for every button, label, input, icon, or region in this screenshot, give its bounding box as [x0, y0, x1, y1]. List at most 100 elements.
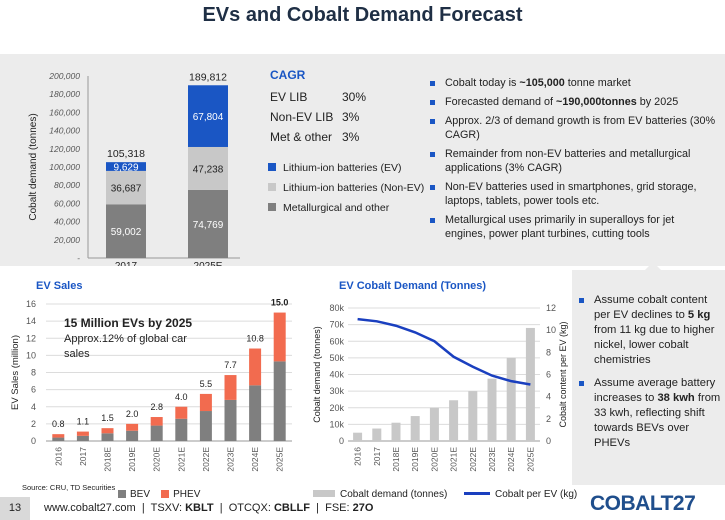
bar-segment [52, 437, 65, 441]
x-tick-label: 2024E [250, 447, 260, 472]
total-label: 15.0 [271, 298, 289, 308]
legend-line [463, 492, 490, 495]
bullet-item: Assume average battery increases to 38 k… [577, 376, 722, 451]
data-label: 9,629 [113, 163, 138, 174]
bullet-item: Assume cobalt content per EV declines to… [577, 293, 722, 368]
assumption-bullet-list: Assume cobalt content per EV declines to… [577, 293, 722, 459]
bar-segment [175, 406, 188, 419]
separator: | [141, 502, 145, 514]
bar [410, 416, 420, 441]
bar [506, 357, 516, 441]
y-tick-label: 0 [31, 436, 36, 446]
footer-text: www.cobalt27.com | TSXV: KBLT | OTCQX: C… [44, 502, 373, 514]
x-tick-label: 2022E [468, 447, 478, 472]
total-label: 2.0 [126, 409, 139, 419]
x-tick-label: 2019E [410, 447, 420, 472]
cobalt-demand-title: EV Cobalt Demand (Tonnes) [339, 280, 487, 292]
x-tick-label: 2017 [372, 447, 382, 466]
y-tick-label: 120,000 [49, 144, 80, 154]
bar-segment [101, 428, 114, 434]
cobalt-demand-legend: Cobalt demand (tonnes) Cobalt per EV (kg… [313, 489, 577, 500]
legend-swatch [268, 203, 276, 211]
y-tick-label: 2 [31, 419, 36, 429]
otcqx-ticker: CBLLF [273, 502, 310, 514]
bar-segment [199, 393, 212, 412]
cobalt-demand-stacked-chart: - 20,000 40,000 60,000 80,000 100,000 120,000 1… [28, 71, 240, 266]
x-tick-label: 2025E [275, 447, 285, 472]
bar [525, 327, 535, 441]
total-label: 7.7 [224, 360, 237, 370]
y-tick-label: 80k [329, 303, 344, 313]
bullet-item: Cobalt today is ~105,000 tonne market [428, 76, 718, 90]
callout-notch [644, 262, 662, 271]
legend-swatch [268, 183, 276, 191]
y-axis-label: Cobalt demand (tonnes) [312, 326, 322, 423]
tsxv-label: TSXV: [150, 502, 183, 514]
y-tick-label: 10 [26, 350, 36, 360]
source-note: Source: CRU, TD Securities [22, 483, 116, 492]
ev-sales-annotation: 15 Million EVs by 2025 Approx.12% of glo… [64, 316, 194, 362]
website-link[interactable]: www.cobalt27.com [44, 502, 136, 514]
annotation-headline: 15 Million EVs by 2025 [64, 316, 193, 330]
y-tick-label: 30k [329, 386, 344, 396]
tsxv-ticker: KBLT [185, 502, 214, 514]
x-tick-label: 2022E [201, 447, 211, 472]
bar-segment [199, 411, 212, 441]
total-label: 1.1 [77, 417, 90, 427]
y-tick-label: 14 [26, 316, 36, 326]
x-tick-label: 2017 [115, 261, 138, 266]
bar-segment [188, 85, 228, 147]
bar-segment [188, 189, 228, 258]
data-label: 59,002 [111, 227, 142, 238]
cagr-value: 3% [342, 110, 360, 124]
x-tick-label: 2016 [53, 447, 63, 466]
x-tick-label: 2019E [127, 447, 137, 472]
x-tick-label: 2023E [487, 447, 497, 472]
page-title: EVs and Cobalt Demand Forecast [202, 4, 523, 26]
bar-segment [106, 162, 146, 171]
cobalt-demand-chart: 010k20k30k40k50k60k70k80k024681012Cobalt… [312, 303, 568, 472]
legend-swatch [118, 490, 126, 498]
y-tick-label: 200,000 [48, 71, 80, 81]
bar-segment [175, 418, 188, 441]
bar-segment [273, 312, 286, 362]
x-tick-label: 2020E [429, 447, 439, 472]
y-tick-label: 8 [31, 368, 36, 378]
y-tick-label: 140,000 [49, 126, 80, 136]
bar [429, 407, 439, 441]
x-tick-label: 2020E [152, 447, 162, 472]
x-tick-label: 2023E [226, 447, 236, 472]
legend-label: Metallurgical and other [283, 202, 390, 214]
bar-segment [188, 146, 228, 190]
y-tick-label: 40k [329, 370, 344, 380]
legend-label: PHEV [173, 489, 201, 500]
y2-tick-label: 4 [546, 392, 551, 402]
y-tick-label: 100,000 [49, 162, 80, 172]
cagr-row-met-other: Met & other 3% [270, 130, 359, 144]
bar-segment [52, 434, 65, 438]
bar-segment [150, 425, 163, 441]
legend-label: Lithium-ion batteries (EV) [283, 162, 402, 174]
total-label: 2.8 [150, 402, 163, 412]
y-tick-label: 180,000 [49, 89, 80, 99]
bar [487, 378, 497, 441]
total-label: 189,812 [189, 71, 227, 83]
bullet-item: Non-EV batteries used in smartphones, gr… [428, 180, 718, 208]
legend-label: Lithium-ion batteries (Non-EV) [283, 182, 425, 194]
legend-label: Cobalt per EV (kg) [494, 489, 578, 500]
y-tick-label: 70k [329, 320, 344, 330]
cobalt27-logo: COBALT27 [590, 492, 696, 515]
data-label: 74,769 [193, 220, 224, 231]
bar-segment [106, 204, 146, 258]
y-tick-label: 160,000 [49, 107, 80, 117]
data-label: 36,687 [111, 184, 142, 195]
right-panel [572, 270, 725, 485]
x-tick-label: 2017 [78, 447, 88, 466]
bar-segment [249, 348, 262, 386]
total-label: 1.5 [101, 413, 114, 423]
cobalt-per-ev-line [357, 317, 531, 386]
y-tick-label: 20,000 [53, 235, 80, 245]
separator: | [219, 502, 223, 514]
y2-tick-label: 8 [546, 347, 551, 357]
cagr-label: Non-EV LIB [270, 110, 334, 124]
